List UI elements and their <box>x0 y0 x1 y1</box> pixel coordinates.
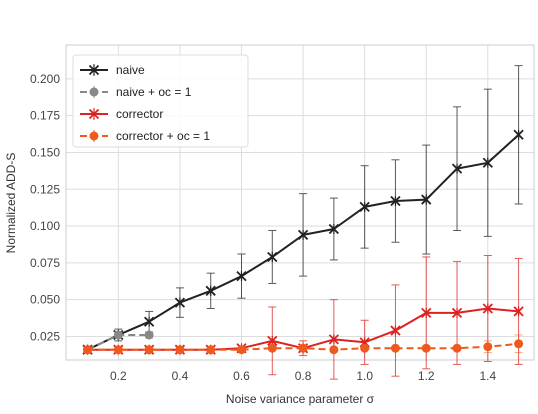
legend-item: naive + oc = 1 <box>80 85 192 99</box>
tick-labels: 0.2 0.4 0.6 0.8 1.0 1.2 1.4 0.025 0.050 0.075 0.10… <box>30 72 497 383</box>
data-point <box>144 330 154 340</box>
data-point <box>390 195 401 207</box>
data-point <box>143 316 155 327</box>
data-point <box>513 306 524 317</box>
legend-label: corrector <box>116 107 163 121</box>
data-point <box>451 307 463 319</box>
y-tick-label: 0.025 <box>30 329 60 343</box>
data-point <box>267 343 277 353</box>
legend-marker <box>88 64 100 76</box>
data-point <box>390 325 401 336</box>
data-point <box>421 194 432 205</box>
x-tick-label: 0.2 <box>110 369 127 383</box>
y-tick-label: 0.125 <box>30 182 60 196</box>
legend-marker <box>89 87 99 97</box>
data-point <box>360 343 370 353</box>
y-tick-label: 0.150 <box>30 145 60 159</box>
legend-box <box>72 54 249 148</box>
x-tick-label: 1.2 <box>418 369 435 383</box>
data-point <box>113 345 123 355</box>
data-point <box>113 330 123 340</box>
data-point <box>390 343 400 353</box>
x-tick-label: 0.8 <box>295 369 312 383</box>
legend: naive naive + oc = 1 corrector corrector + … <box>72 54 249 148</box>
legend-item: corrector <box>80 107 163 121</box>
data-point <box>297 229 309 241</box>
data-point <box>514 339 524 349</box>
data-point <box>144 345 154 355</box>
legend-item: corrector + oc = 1 <box>80 129 210 143</box>
data-point <box>175 345 185 355</box>
y-tick-label: 0.050 <box>30 293 60 307</box>
legend-label: naive + oc = 1 <box>116 85 192 99</box>
data-point <box>452 343 462 353</box>
data-point <box>83 345 93 355</box>
data-point <box>513 129 524 140</box>
data-point <box>237 345 246 355</box>
data-point <box>483 342 493 352</box>
series-3 <box>83 334 524 355</box>
legend-label: naive <box>116 63 145 77</box>
series-0 <box>82 65 524 355</box>
data-point <box>298 343 308 353</box>
data-point <box>482 157 493 168</box>
data-point <box>174 297 186 308</box>
y-tick-label: 0.175 <box>30 109 60 123</box>
x-tick-label: 1.0 <box>356 369 373 383</box>
legend-marker <box>89 131 99 141</box>
x-tick-label: 0.6 <box>233 369 250 383</box>
x-tick-label: 1.4 <box>479 369 496 383</box>
data-point <box>328 223 340 235</box>
data-point <box>482 303 493 314</box>
data-point <box>421 343 431 353</box>
y-tick-label: 0.200 <box>30 72 60 86</box>
y-tick-label: 0.100 <box>30 219 60 233</box>
data-point <box>329 345 339 355</box>
legend-label: corrector + oc = 1 <box>116 129 210 143</box>
data-point <box>328 334 340 345</box>
data-point <box>236 270 247 282</box>
data-point <box>421 307 432 319</box>
y-axis-label: Normalized ADD-S <box>4 153 18 254</box>
plot-frame <box>65 44 535 361</box>
data-point <box>206 345 216 355</box>
legend-marker <box>88 108 100 120</box>
data-point <box>359 201 370 213</box>
y-tick-label: 0.075 <box>30 256 60 270</box>
data-point <box>267 251 278 263</box>
data-point <box>205 285 216 296</box>
x-tick-label: 0.4 <box>172 369 189 383</box>
legend-item: naive <box>80 63 145 77</box>
data-point <box>451 163 463 174</box>
series <box>82 65 524 380</box>
x-axis-label: Noise variance parameter σ <box>226 392 375 406</box>
